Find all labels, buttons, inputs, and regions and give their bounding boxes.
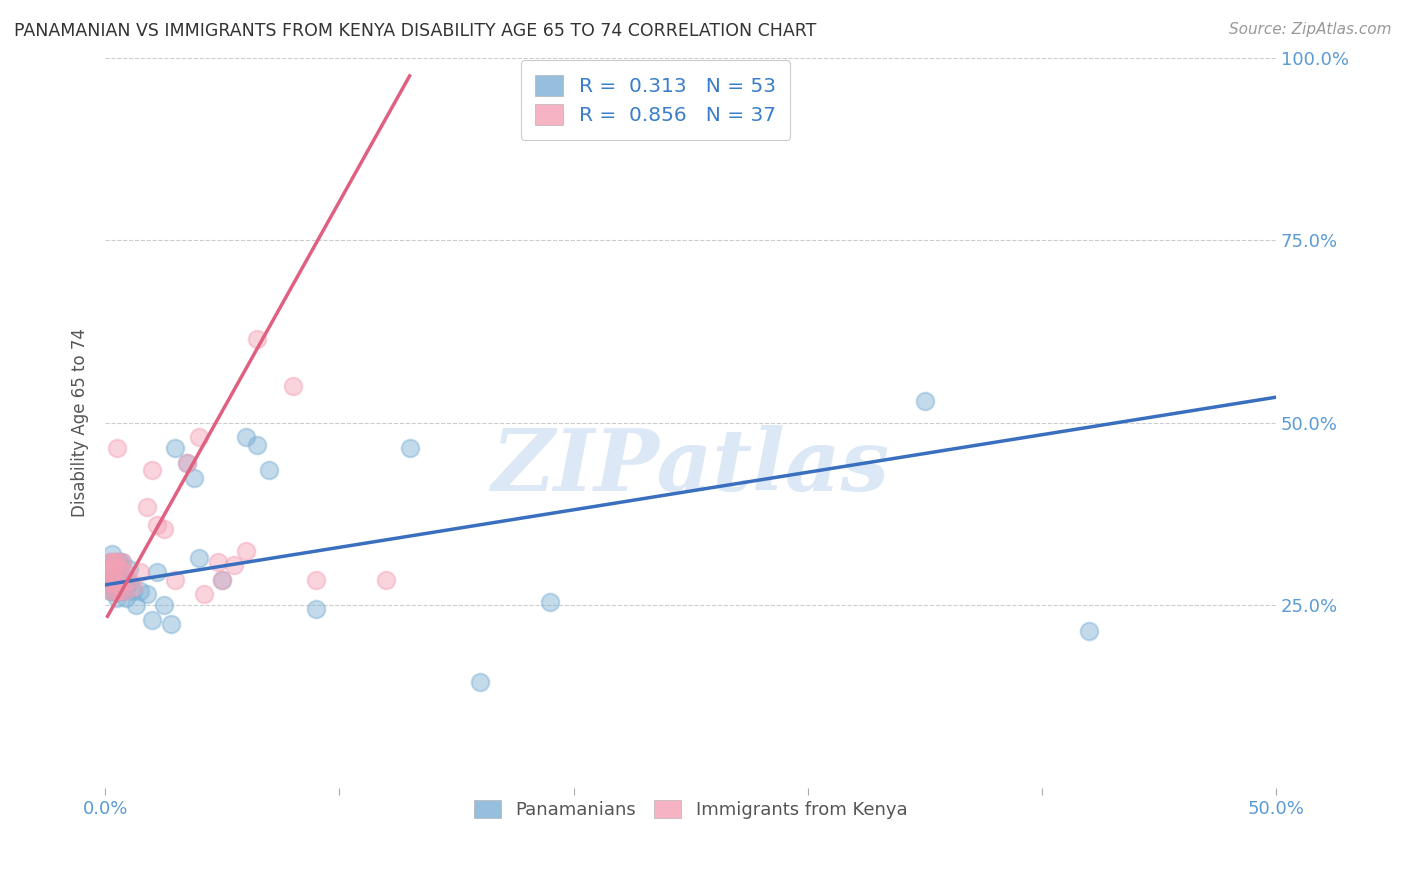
- Point: [136, 500, 159, 514]
- Point: [152, 599, 174, 613]
- Point: [117, 573, 139, 587]
- Point: [159, 616, 181, 631]
- Point: [211, 573, 233, 587]
- Point: [108, 566, 131, 580]
- Point: [103, 583, 125, 598]
- Point: [183, 470, 205, 484]
- Point: [96, 573, 118, 587]
- Point: [105, 591, 128, 605]
- Point: [103, 576, 125, 591]
- Point: [136, 587, 159, 601]
- Point: [222, 558, 245, 573]
- Point: [305, 573, 328, 587]
- Point: [375, 573, 398, 587]
- Point: [1077, 624, 1099, 638]
- Point: [914, 393, 936, 408]
- Point: [110, 554, 132, 568]
- Point: [235, 430, 257, 444]
- Point: [246, 438, 269, 452]
- Point: [96, 562, 118, 576]
- Point: [112, 583, 135, 598]
- Point: [115, 580, 138, 594]
- Point: [108, 583, 131, 598]
- Point: [152, 522, 174, 536]
- Point: [141, 613, 163, 627]
- Point: [103, 554, 125, 568]
- Point: [305, 602, 328, 616]
- Point: [117, 562, 139, 576]
- Point: [98, 573, 121, 587]
- Point: [112, 566, 135, 580]
- Point: [124, 599, 146, 613]
- Point: [207, 554, 229, 568]
- Point: [145, 518, 167, 533]
- Point: [96, 569, 118, 583]
- Point: [468, 675, 491, 690]
- Text: Source: ZipAtlas.com: Source: ZipAtlas.com: [1229, 22, 1392, 37]
- Point: [101, 583, 124, 598]
- Point: [193, 587, 215, 601]
- Point: [281, 379, 304, 393]
- Point: [122, 580, 145, 594]
- Point: [101, 576, 124, 591]
- Point: [96, 562, 118, 576]
- Point: [115, 591, 138, 605]
- Point: [257, 463, 280, 477]
- Point: [105, 554, 128, 568]
- Point: [108, 562, 131, 576]
- Point: [398, 442, 420, 456]
- Point: [98, 576, 121, 591]
- Point: [176, 456, 198, 470]
- Text: PANAMANIAN VS IMMIGRANTS FROM KENYA DISABILITY AGE 65 TO 74 CORRELATION CHART: PANAMANIAN VS IMMIGRANTS FROM KENYA DISA…: [14, 22, 817, 40]
- Point: [101, 554, 124, 568]
- Point: [103, 583, 125, 598]
- Y-axis label: Disability Age 65 to 74: Disability Age 65 to 74: [72, 328, 89, 517]
- Point: [187, 430, 209, 444]
- Point: [101, 547, 124, 561]
- Point: [105, 554, 128, 568]
- Point: [165, 573, 187, 587]
- Point: [176, 456, 198, 470]
- Point: [98, 554, 121, 568]
- Point: [105, 569, 128, 583]
- Point: [101, 583, 124, 598]
- Point: [108, 583, 131, 598]
- Point: [103, 566, 125, 580]
- Point: [246, 332, 269, 346]
- Point: [105, 580, 128, 594]
- Point: [117, 576, 139, 591]
- Point: [145, 566, 167, 580]
- Point: [110, 569, 132, 583]
- Point: [211, 573, 233, 587]
- Point: [101, 566, 124, 580]
- Point: [98, 562, 121, 576]
- Point: [110, 583, 132, 598]
- Text: ZIPatlas: ZIPatlas: [492, 425, 890, 508]
- Point: [165, 442, 187, 456]
- Point: [129, 583, 152, 598]
- Point: [98, 583, 121, 598]
- Point: [187, 550, 209, 565]
- Point: [129, 566, 152, 580]
- Point: [103, 554, 125, 568]
- Point: [122, 583, 145, 598]
- Point: [101, 562, 124, 576]
- Point: [108, 554, 131, 568]
- Point: [112, 583, 135, 598]
- Point: [105, 442, 128, 456]
- Point: [98, 554, 121, 568]
- Point: [538, 595, 561, 609]
- Point: [112, 576, 135, 591]
- Point: [105, 576, 128, 591]
- Point: [110, 554, 132, 568]
- Legend: Panamanians, Immigrants from Kenya: Panamanians, Immigrants from Kenya: [467, 792, 914, 826]
- Point: [98, 566, 121, 580]
- Point: [96, 576, 118, 591]
- Point: [141, 463, 163, 477]
- Point: [235, 543, 257, 558]
